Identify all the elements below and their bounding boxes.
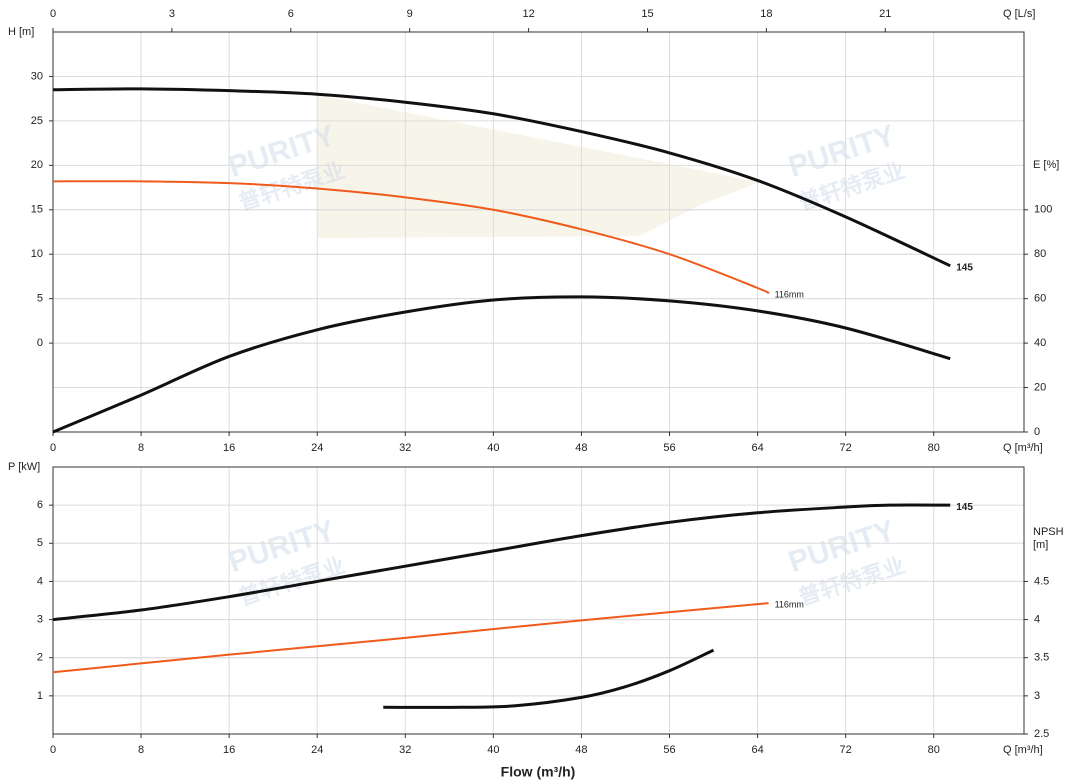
curve: [52, 87, 951, 268]
y2-tick-label: 3.5: [1034, 652, 1049, 664]
curve: [52, 180, 770, 295]
curve: [52, 503, 951, 622]
y2-tick-label: 80: [1034, 248, 1046, 260]
x-tick-label: 64: [751, 442, 763, 454]
x-tick-label: 80: [928, 442, 940, 454]
x-axis-label: Q [m³/h]: [1003, 744, 1043, 756]
x-tick-label: 24: [311, 442, 323, 454]
y2-tick-label: 40: [1034, 337, 1046, 349]
x2-tick-label: 9: [407, 8, 413, 20]
x2-tick-label: 18: [760, 8, 772, 20]
x-tick-label: 56: [663, 744, 675, 756]
x-tick-label: 24: [311, 744, 323, 756]
curve-label: 145: [956, 502, 973, 513]
x2-axis-label: Q [L/s]: [1003, 8, 1035, 20]
x-tick-label: 48: [575, 744, 587, 756]
y-tick-label: 10: [31, 248, 43, 260]
x-tick-label: 0: [50, 442, 56, 454]
x-tick-label: 32: [399, 442, 411, 454]
y2-axis-label: NPSH [m]: [1033, 526, 1064, 551]
plot-frame: [52, 466, 1025, 735]
x-tick-label: 48: [575, 442, 587, 454]
y-tick-label: 4: [37, 575, 43, 587]
y-tick-label: 1: [37, 690, 43, 702]
y-tick-label: 30: [31, 70, 43, 82]
y2-tick-label: 4.5: [1034, 575, 1049, 587]
y2-tick-label: 60: [1034, 293, 1046, 305]
x-tick-label: 0: [50, 744, 56, 756]
y2-tick-label: 0: [1034, 426, 1040, 438]
y-axis-label: P [kW]: [8, 461, 40, 473]
x-tick-label: 56: [663, 442, 675, 454]
plot-frame: [52, 31, 1025, 433]
x-tick-label: 64: [751, 744, 763, 756]
x-tick-label: 32: [399, 744, 411, 756]
x-tick-label: 40: [487, 442, 499, 454]
x-tick-label: 8: [138, 442, 144, 454]
x2-tick-label: 3: [169, 8, 175, 20]
curve: [52, 295, 951, 434]
curve-label: 116mm: [775, 600, 804, 610]
curve: [383, 648, 715, 709]
plot: 0 8 16 24 32 40 48 56 64 72 801234562.533.544.5145…: [37, 466, 1049, 756]
y2-tick-label: 4: [1034, 613, 1040, 625]
y2-tick-label: 100: [1034, 204, 1052, 216]
y-tick-label: 3: [37, 613, 43, 625]
y2-tick-label: 2.5: [1034, 728, 1049, 740]
x2-tick-label: 6: [288, 8, 294, 20]
y2-axis-label: E [%]: [1033, 159, 1059, 171]
x-tick-label: 72: [840, 442, 852, 454]
x-axis-label: Q [m³/h]: [1003, 442, 1043, 454]
chart-title: Flow (m³/h): [501, 764, 576, 780]
y-axis-label: H [m]: [8, 26, 34, 38]
y-tick-label: 2: [37, 652, 43, 664]
x2-tick-label: 15: [641, 8, 653, 20]
y-tick-label: 5: [37, 537, 43, 549]
curve: [52, 602, 769, 674]
x2-tick-label: 0: [50, 8, 56, 20]
y-tick-label: 20: [31, 159, 43, 171]
x-tick-label: 8: [138, 744, 144, 756]
plot: 0 8 16 24 32 40 48 56 64 72 80 0 3 6 9 12 15 18 21 0 5 10 15 20…: [31, 8, 1053, 454]
x-tick-label: 16: [223, 442, 235, 454]
x2-tick-label: 12: [522, 8, 534, 20]
y2-tick-label: 20: [1034, 381, 1046, 393]
y-tick-label: 0: [37, 337, 43, 349]
y-tick-label: 15: [31, 204, 43, 216]
x-tick-label: 40: [487, 744, 499, 756]
curve-label: 116mm: [775, 290, 804, 300]
y-tick-label: 25: [31, 115, 43, 127]
curve-label: 145: [956, 262, 973, 273]
y2-tick-label: 3: [1034, 690, 1040, 702]
operating-area: [318, 95, 760, 238]
y-tick-label: 5: [37, 293, 43, 305]
x-tick-label: 72: [840, 744, 852, 756]
y-tick-label: 6: [37, 499, 43, 511]
x2-tick-label: 21: [879, 8, 891, 20]
x-tick-label: 80: [928, 744, 940, 756]
x-tick-label: 16: [223, 744, 235, 756]
